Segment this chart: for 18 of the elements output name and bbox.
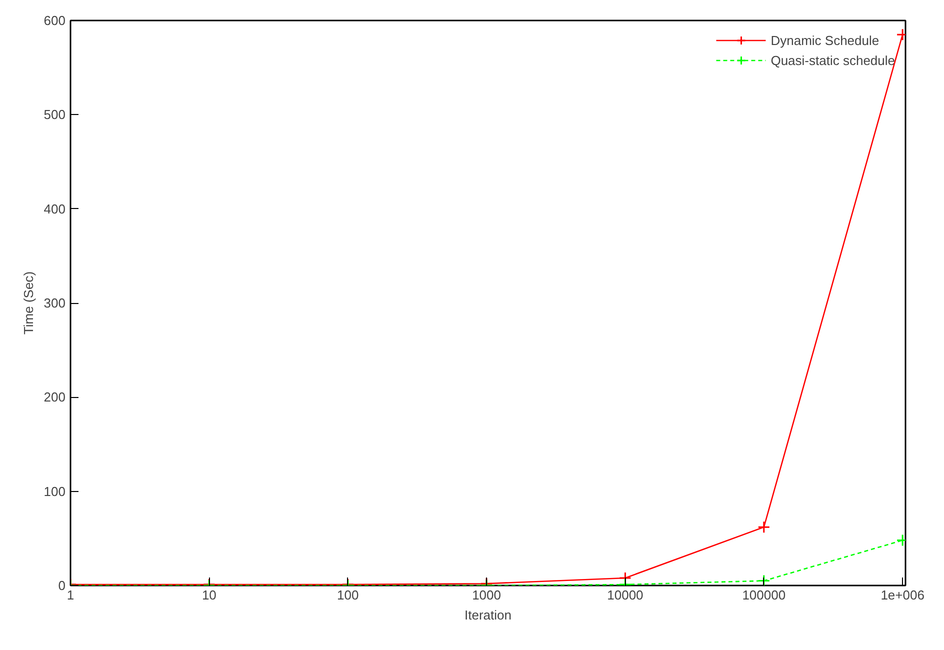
y-tick-label: 400 (44, 201, 66, 216)
y-tick-label: 300 (44, 296, 66, 310)
y-tick-label: 600 (44, 13, 66, 28)
x-tick-label: 100 (337, 588, 359, 602)
legend-label: Dynamic Schedule (770, 32, 880, 48)
x-tick-label: 1000 (472, 588, 501, 602)
x-tick-label: 1 (66, 588, 74, 602)
x-tick-label: 10000 (607, 588, 644, 602)
x-axis-title: Iteration (464, 608, 512, 622)
x-tick-label: 1e+006 (880, 588, 924, 602)
x-tick-label: 100000 (742, 588, 786, 602)
y-axis-title: Time (Sec) (20, 271, 36, 335)
y-tick-label: 100 (44, 484, 66, 499)
y-tick-label: 200 (44, 390, 66, 405)
y-tick-label: 500 (44, 107, 66, 122)
y-tick-label: 0 (58, 578, 66, 593)
legend-label: Quasi-static schedule (770, 52, 895, 68)
x-tick-label: 10 (202, 588, 216, 602)
